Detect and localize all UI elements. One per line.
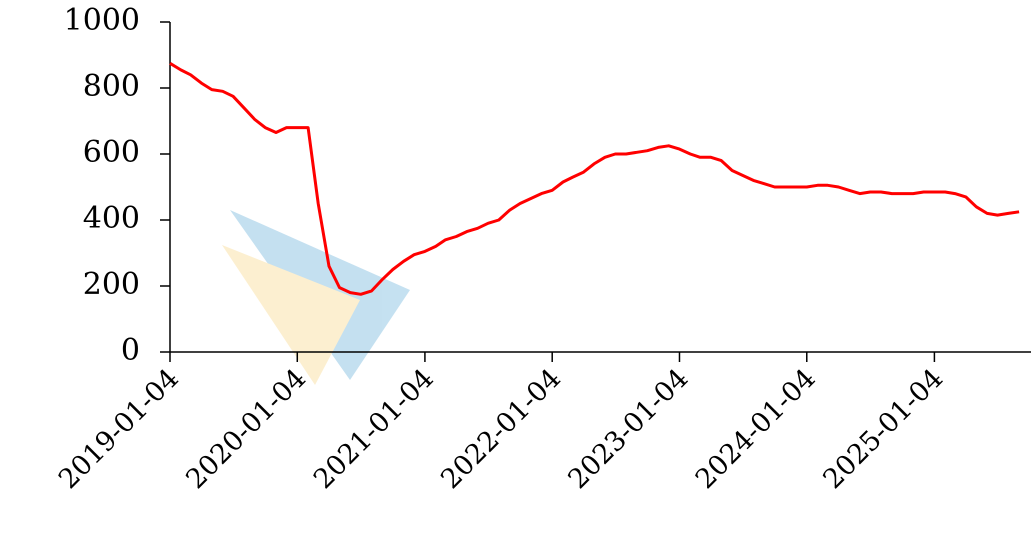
y-tick-label: 800	[83, 69, 140, 104]
page: 020040060080010002019-01-042020-01-04202…	[0, 0, 1031, 553]
y-tick-label: 1000	[64, 3, 140, 38]
y-tick-label: 0	[121, 333, 140, 368]
y-tick-label: 600	[83, 135, 140, 170]
x-tick-label: 2021-01-04	[308, 363, 440, 495]
chart: 020040060080010002019-01-042020-01-04202…	[0, 0, 1031, 553]
x-tick-label: 2023-01-04	[562, 363, 694, 495]
x-tick-label: 2025-01-04	[817, 363, 949, 495]
x-tick-label: 2020-01-04	[180, 363, 312, 495]
watermark	[222, 210, 410, 385]
x-tick-label: 2022-01-04	[435, 363, 567, 495]
x-tick-label: 2024-01-04	[690, 363, 822, 495]
x-tick-label: 2019-01-04	[53, 363, 185, 495]
y-tick-label: 400	[83, 201, 140, 236]
y-tick-label: 200	[83, 267, 140, 302]
